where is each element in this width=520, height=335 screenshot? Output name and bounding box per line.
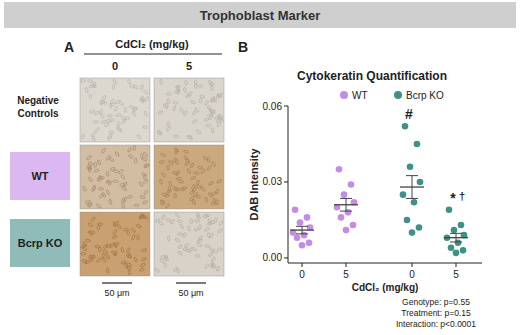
data-point: [304, 214, 311, 221]
title: Cytokeratin Quantification: [297, 69, 447, 83]
legend-marker: [340, 91, 348, 99]
data-point: [402, 123, 409, 130]
data-point: [460, 247, 467, 254]
x-axis: [288, 263, 482, 264]
data-point: [411, 199, 418, 206]
x-tick-label: 5: [343, 269, 349, 280]
panel-label: A: [64, 39, 74, 55]
data-point: [446, 207, 453, 214]
y-tick: [284, 106, 288, 107]
data-point: [341, 191, 348, 198]
x-tick: [346, 263, 347, 267]
y-axis: [288, 106, 289, 263]
data-point: [343, 227, 350, 234]
column-label: 5: [186, 60, 192, 72]
row-label: NegativeControls: [17, 95, 59, 119]
row-label: WT: [31, 170, 48, 182]
annotation: #: [405, 106, 413, 122]
x-tick: [302, 263, 303, 267]
data-point: [416, 224, 423, 231]
annotation: *: [450, 190, 456, 206]
legend-marker: [394, 91, 402, 99]
scale-bar-label: 50 μm: [104, 288, 129, 298]
data-point: [294, 234, 301, 241]
data-point: [292, 207, 299, 214]
micrograph: [154, 212, 224, 276]
data-point: [417, 179, 424, 186]
legend-label: Bcrp KO: [406, 90, 444, 101]
data-point: [414, 141, 421, 148]
error-bar: [296, 226, 308, 234]
data-point: [404, 217, 411, 224]
stats-text: Treatment: p=0.15: [401, 308, 471, 318]
annotation: †: [459, 190, 465, 202]
data-point: [409, 229, 416, 236]
y-label: DAB Intensity: [248, 148, 260, 221]
data-point: [448, 245, 455, 252]
plot-area: [290, 123, 468, 256]
data-point: [297, 219, 304, 226]
x-tick-label: 5: [453, 269, 459, 280]
stats-text: Genotype: p=0.55: [402, 297, 470, 307]
data-point: [407, 163, 414, 170]
x-label: CdCl₂ (mg/kg): [352, 282, 419, 293]
x-tick: [412, 263, 413, 267]
treatment-label: CdCl₂ (mg/kg): [115, 38, 189, 50]
error-bar: [406, 176, 418, 199]
y-tick-label: 0.03: [263, 176, 283, 187]
x-tick-label: 0: [409, 269, 415, 280]
micrograph: [154, 78, 224, 142]
error-bar: [340, 198, 352, 211]
scale-bar: [176, 282, 206, 283]
micrograph: [80, 78, 150, 142]
scale-bar-label: 50 μm: [178, 288, 203, 298]
data-point: [338, 214, 345, 221]
stats-text: Interaction: p<0.0001: [396, 319, 476, 329]
x-tick: [456, 263, 457, 267]
header-bar: [4, 2, 516, 28]
data-point: [306, 239, 313, 246]
y-tick-label: 0.06: [263, 101, 283, 112]
y-tick: [284, 181, 288, 182]
data-point: [453, 250, 460, 257]
bracket: [84, 54, 222, 55]
figure: Trophoblast Marker A CdCl₂ (mg/kg) 0 5 Negati…: [0, 0, 520, 335]
row-box: [10, 152, 70, 200]
micrograph: [80, 212, 150, 276]
scale-bar: [102, 282, 132, 283]
y-tick-label: 0.00: [263, 252, 283, 263]
header: Trophoblast Marker: [200, 8, 321, 23]
y-tick: [284, 257, 288, 258]
data-point: [451, 227, 458, 234]
x-tick-label: 0: [299, 269, 305, 280]
panel-label: B: [238, 39, 248, 55]
data-point: [400, 191, 407, 198]
micrograph: [80, 145, 150, 209]
data-point: [458, 222, 465, 229]
data-point: [336, 166, 343, 173]
column-label: 0: [112, 60, 118, 72]
data-point: [348, 181, 355, 188]
micrograph: [154, 145, 224, 209]
error-bar: [450, 233, 462, 242]
data-point: [350, 222, 357, 229]
row-label: Bcrp KO: [18, 237, 63, 249]
legend-label: WT: [352, 90, 368, 101]
data-point: [299, 242, 306, 249]
row-box: [10, 219, 70, 267]
